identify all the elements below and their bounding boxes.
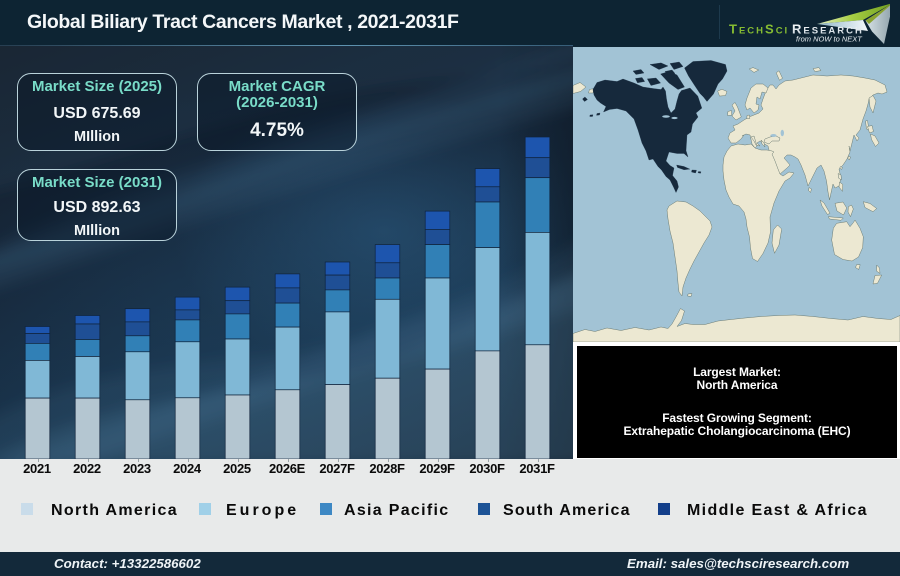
svg-text:RESEARCH: RESEARCH <box>792 22 864 37</box>
svg-text:from NOW to NEXT: from NOW to NEXT <box>796 35 863 44</box>
svg-text:TECHSCI: TECHSCI <box>729 22 789 37</box>
